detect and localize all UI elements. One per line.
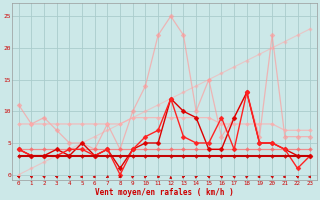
X-axis label: Vent moyen/en rafales ( km/h ): Vent moyen/en rafales ( km/h ) <box>95 188 234 197</box>
